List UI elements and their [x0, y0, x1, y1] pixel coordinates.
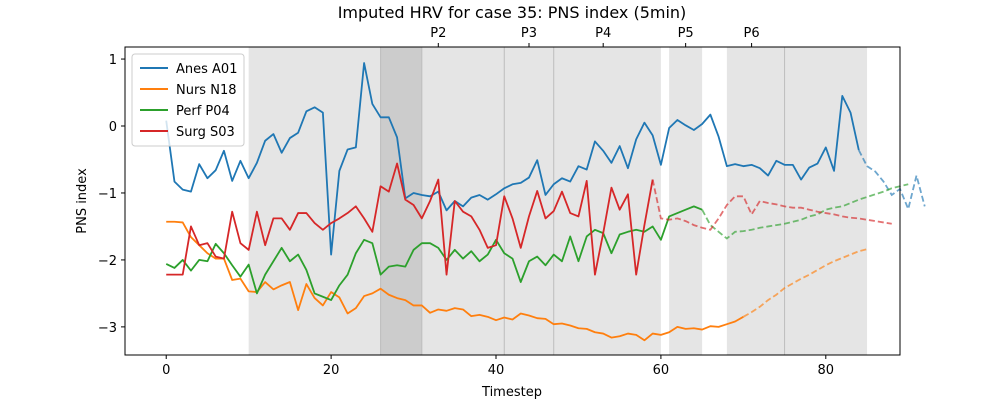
- series-imputed-perf-p04: [701, 183, 909, 240]
- series-lines: [165, 62, 926, 342]
- y-tick-label: 1: [109, 53, 117, 68]
- legend-label: Surg S03: [176, 125, 235, 140]
- chart-title: Imputed HRV for case 35: PNS index (5min…: [338, 3, 687, 22]
- series-observed-nurs-n18: [166, 220, 744, 342]
- phase-label: P6: [744, 26, 760, 41]
- y-tick-label: −2: [98, 254, 117, 269]
- series-imputed-anes-a01: [857, 149, 926, 212]
- plot-frame: [124, 46, 901, 356]
- y-axis: −3 −2 −1 0 1: [98, 53, 125, 336]
- y-tick-label: −3: [98, 321, 117, 336]
- phase-region-1: [380, 47, 422, 355]
- phase-region-5: [669, 47, 703, 355]
- phase-label: P3: [521, 26, 537, 41]
- y-tick-label: 0: [109, 120, 117, 135]
- phase-axis: P2 P3 P4 P5 P6: [430, 26, 760, 47]
- legend-label: Anes A01: [176, 62, 237, 77]
- x-tick-label: 60: [653, 363, 670, 378]
- legend: Anes A01 Nurs N18 Perf P04 Surg S03: [131, 53, 245, 147]
- series-observed-perf-p04: [165, 205, 703, 301]
- legend-box: [131, 53, 245, 147]
- y-tick-label: −1: [98, 187, 117, 202]
- series-observed-anes-a01: [165, 62, 860, 256]
- phase-label: P5: [678, 26, 694, 41]
- series-imputed-nurs-n18: [742, 248, 868, 318]
- x-tick-label: 40: [488, 363, 505, 378]
- x-tick-label: 0: [162, 363, 170, 378]
- phase-region-4: [553, 47, 661, 355]
- legend-label: Nurs N18: [176, 83, 236, 98]
- series-observed-surg-s03: [166, 162, 654, 276]
- phase-region-2: [421, 47, 505, 355]
- x-tick-label: 80: [818, 363, 835, 378]
- phase-label: P4: [595, 26, 611, 41]
- x-tick-label: 20: [323, 363, 340, 378]
- phase-label: P2: [430, 26, 446, 41]
- series-imputed-surg-s03: [651, 179, 892, 231]
- legend-label: Perf P04: [176, 104, 230, 119]
- phase-region-6: [726, 47, 785, 355]
- x-axis: 0 20 40 60 80: [162, 355, 834, 378]
- x-axis-title: Timestep: [481, 385, 542, 400]
- phase-region-3: [504, 47, 554, 355]
- y-axis-title: PNS index: [75, 168, 90, 234]
- phase-shading: [248, 47, 868, 355]
